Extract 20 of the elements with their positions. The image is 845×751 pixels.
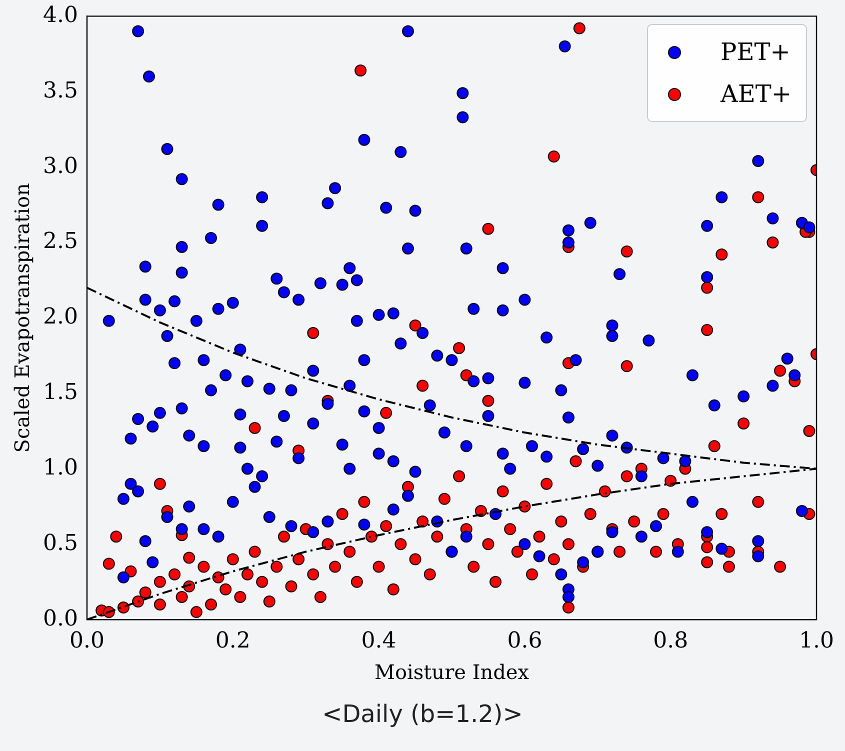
y-tick-label: 0.5: [42, 530, 78, 556]
legend-label: PET+: [720, 37, 790, 68]
x-tick-label: 0.4: [361, 628, 396, 654]
text: <Daily (b=1.2)>: [321, 700, 524, 728]
legend-label: AET+: [720, 79, 792, 110]
x-tick-label: 0.6: [507, 628, 542, 654]
y-tick-label: 2.5: [42, 229, 78, 254]
x-tick-label: 1.0: [799, 628, 834, 654]
x-axis-title: Moisture Index: [374, 660, 530, 684]
x-tick-label: 0.0: [69, 628, 104, 654]
y-tick-label: 3.0: [42, 154, 78, 179]
x-tick-label: 0.2: [215, 628, 250, 654]
y-tick-label: 0.0: [42, 606, 78, 632]
y-tick-label: 1.0: [42, 455, 78, 480]
y-tick-label: 2.0: [42, 304, 78, 330]
y-tick-label: 1.5: [42, 380, 78, 406]
y-tick-label: 4.0: [42, 2, 78, 28]
y-axis-title: Scaled Evapotranspiration: [10, 182, 34, 453]
y-tick-label: 3.5: [42, 78, 78, 104]
x-tick-label: 0.8: [653, 628, 688, 654]
